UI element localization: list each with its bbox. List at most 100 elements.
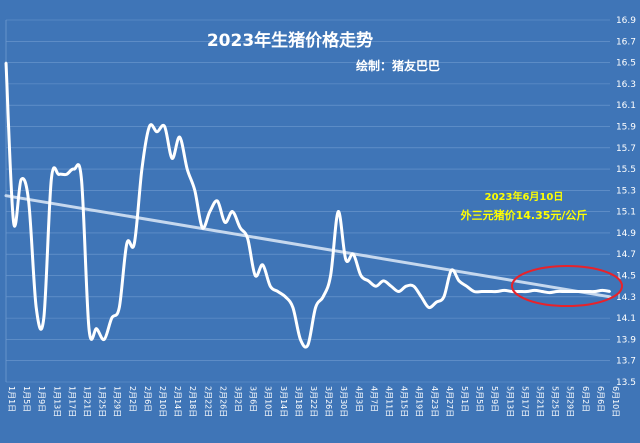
x-tick-label: 1月25日	[98, 386, 107, 417]
data-point	[352, 253, 355, 256]
data-point	[609, 290, 611, 293]
data-point	[88, 327, 90, 330]
y-tick-label: 13.5	[616, 378, 636, 388]
data-point	[193, 189, 196, 192]
data-point	[495, 290, 498, 293]
data-point	[163, 125, 166, 128]
data-point	[541, 290, 543, 293]
x-tick-label: 5月9日	[490, 386, 499, 412]
data-point	[223, 221, 226, 224]
x-tick-label: 2月6日	[143, 386, 152, 412]
x-tick-label: 1月21日	[83, 386, 92, 417]
data-point	[510, 290, 513, 293]
data-point	[480, 290, 483, 293]
data-point	[458, 279, 460, 282]
chart-title: 2023年生猪价格走势	[207, 30, 373, 51]
data-point	[20, 178, 23, 181]
x-tick-label: 5月25日	[551, 386, 560, 417]
y-tick-label: 16.9	[616, 16, 636, 26]
y-axis-ticks: 13.5 13.7 13.9 14.1 14.3 14.5 14.7 14.9 15.1 15.3…	[616, 16, 636, 388]
data-point	[171, 157, 174, 160]
annotation-price: 外三元猪价14.35元/公斤	[460, 208, 588, 222]
data-point	[314, 306, 317, 309]
x-tick-label: 3月22日	[309, 386, 318, 417]
y-tick-label: 13.9	[616, 335, 636, 345]
y-tick-label: 15.9	[616, 122, 636, 132]
trendline	[4, 194, 612, 299]
data-point	[533, 289, 536, 292]
x-tick-label: 1月1日	[7, 386, 16, 412]
data-point	[5, 61, 7, 64]
data-point	[239, 226, 242, 229]
data-point	[473, 290, 476, 293]
x-tick-label: 2月22日	[203, 386, 212, 417]
data-point	[578, 290, 581, 293]
y-tick-label: 16.1	[616, 101, 636, 111]
x-tick-label: 1月5日	[22, 386, 31, 412]
y-tick-label: 15.5	[616, 165, 636, 175]
data-point	[261, 263, 264, 266]
x-tick-label: 1月17日	[67, 386, 76, 417]
highlight-ellipse	[511, 265, 623, 307]
y-tick-label: 15.7	[616, 144, 636, 154]
data-point	[503, 289, 506, 292]
y-tick-label: 14.9	[616, 229, 636, 239]
y-tick-label: 16.3	[616, 80, 636, 90]
chart-subtitle: 绘制：猪友巴巴	[356, 58, 440, 73]
data-point	[382, 279, 385, 282]
data-point	[95, 327, 98, 330]
data-point	[269, 285, 272, 288]
data-point	[103, 338, 106, 341]
x-tick-label: 4月3日	[354, 386, 363, 412]
data-point	[186, 168, 189, 171]
x-tick-label: 4月15日	[400, 386, 409, 417]
data-point	[307, 343, 309, 346]
x-tick-label: 2月2日	[128, 386, 137, 412]
data-point	[27, 200, 30, 202]
annotation-date: 2023年6月10日	[485, 190, 564, 203]
x-tick-label: 1月29日	[113, 386, 122, 417]
x-tick-label: 5月29日	[566, 386, 575, 417]
x-tick-label: 2月26日	[218, 386, 227, 417]
data-point	[571, 290, 574, 293]
data-point	[556, 290, 559, 293]
x-tick-label: 6月10日	[611, 386, 620, 417]
x-tick-label: 1月9日	[37, 386, 46, 412]
y-tick-label: 14.7	[616, 250, 636, 260]
data-point	[148, 125, 151, 128]
x-tick-label: 3月2日	[234, 386, 243, 412]
trendline-layer	[4, 194, 612, 299]
series-layer	[4, 61, 611, 349]
data-point	[110, 317, 113, 320]
x-tick-label: 4月19日	[415, 386, 424, 417]
x-tick-label: 1月13日	[52, 386, 61, 417]
data-point	[42, 317, 45, 320]
data-point	[80, 178, 83, 181]
y-tick-label: 14.1	[616, 314, 636, 324]
data-point	[450, 269, 453, 272]
data-point	[291, 306, 294, 309]
data-point	[390, 285, 393, 288]
data-point	[57, 173, 60, 176]
x-tick-label: 5月21日	[536, 386, 545, 417]
data-point	[246, 237, 249, 240]
data-point	[284, 295, 287, 298]
y-tick-label: 14.3	[616, 293, 636, 303]
data-point	[329, 274, 332, 277]
y-tick-label: 15.1	[616, 208, 636, 218]
data-point	[427, 306, 430, 309]
data-point	[254, 274, 257, 277]
data-point	[133, 242, 136, 245]
data-point	[593, 290, 596, 293]
x-tick-label: 3月18日	[294, 386, 303, 417]
data-point	[156, 130, 158, 133]
data-point	[125, 242, 128, 245]
data-point	[65, 173, 68, 176]
x-tick-label: 2月14日	[173, 386, 182, 417]
data-point	[601, 289, 604, 292]
x-tick-label: 4月27日	[445, 386, 454, 417]
data-point	[397, 290, 400, 293]
data-point	[367, 279, 370, 282]
